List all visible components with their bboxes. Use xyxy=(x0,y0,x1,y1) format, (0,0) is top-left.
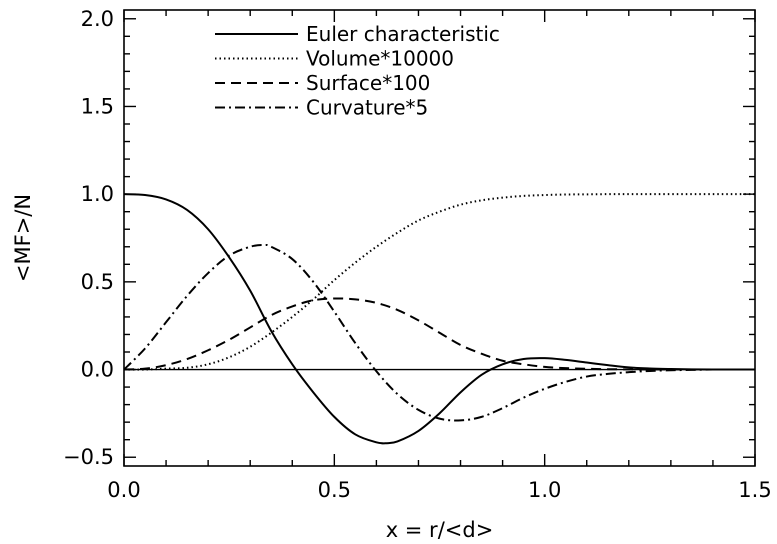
series-line-dashdot xyxy=(123,243,755,422)
y-tick-label: 1.0 xyxy=(81,182,114,206)
x-tick-label: 0.0 xyxy=(107,478,140,502)
legend-label: Euler characteristic xyxy=(306,22,500,46)
x-axis-label: x = r/<d> xyxy=(386,518,494,542)
y-tick-label: −0.5 xyxy=(63,445,114,469)
legend: Euler characteristicVolume*10000Surface*… xyxy=(215,22,500,120)
y-tick-label: 1.5 xyxy=(81,94,114,118)
legend-label: Volume*10000 xyxy=(306,47,454,71)
y-tick-label: 2.0 xyxy=(81,7,114,31)
curves-layer xyxy=(123,193,755,445)
series-line-dotted xyxy=(123,193,755,371)
legend-label: Surface*100 xyxy=(306,71,430,95)
x-tick-label: 1.0 xyxy=(528,478,561,502)
plot-frame xyxy=(123,9,756,467)
y-axis-label: <MF>/N xyxy=(11,194,35,282)
y-tick-label: 0.0 xyxy=(81,358,114,382)
x-tick-label: 1.5 xyxy=(738,478,771,502)
x-tick-label: 0.5 xyxy=(318,478,351,502)
y-tick-label: 0.5 xyxy=(81,270,114,294)
legend-label: Curvature*5 xyxy=(306,96,428,120)
series-line-solid xyxy=(123,193,755,445)
series-line-dashed xyxy=(123,297,755,371)
